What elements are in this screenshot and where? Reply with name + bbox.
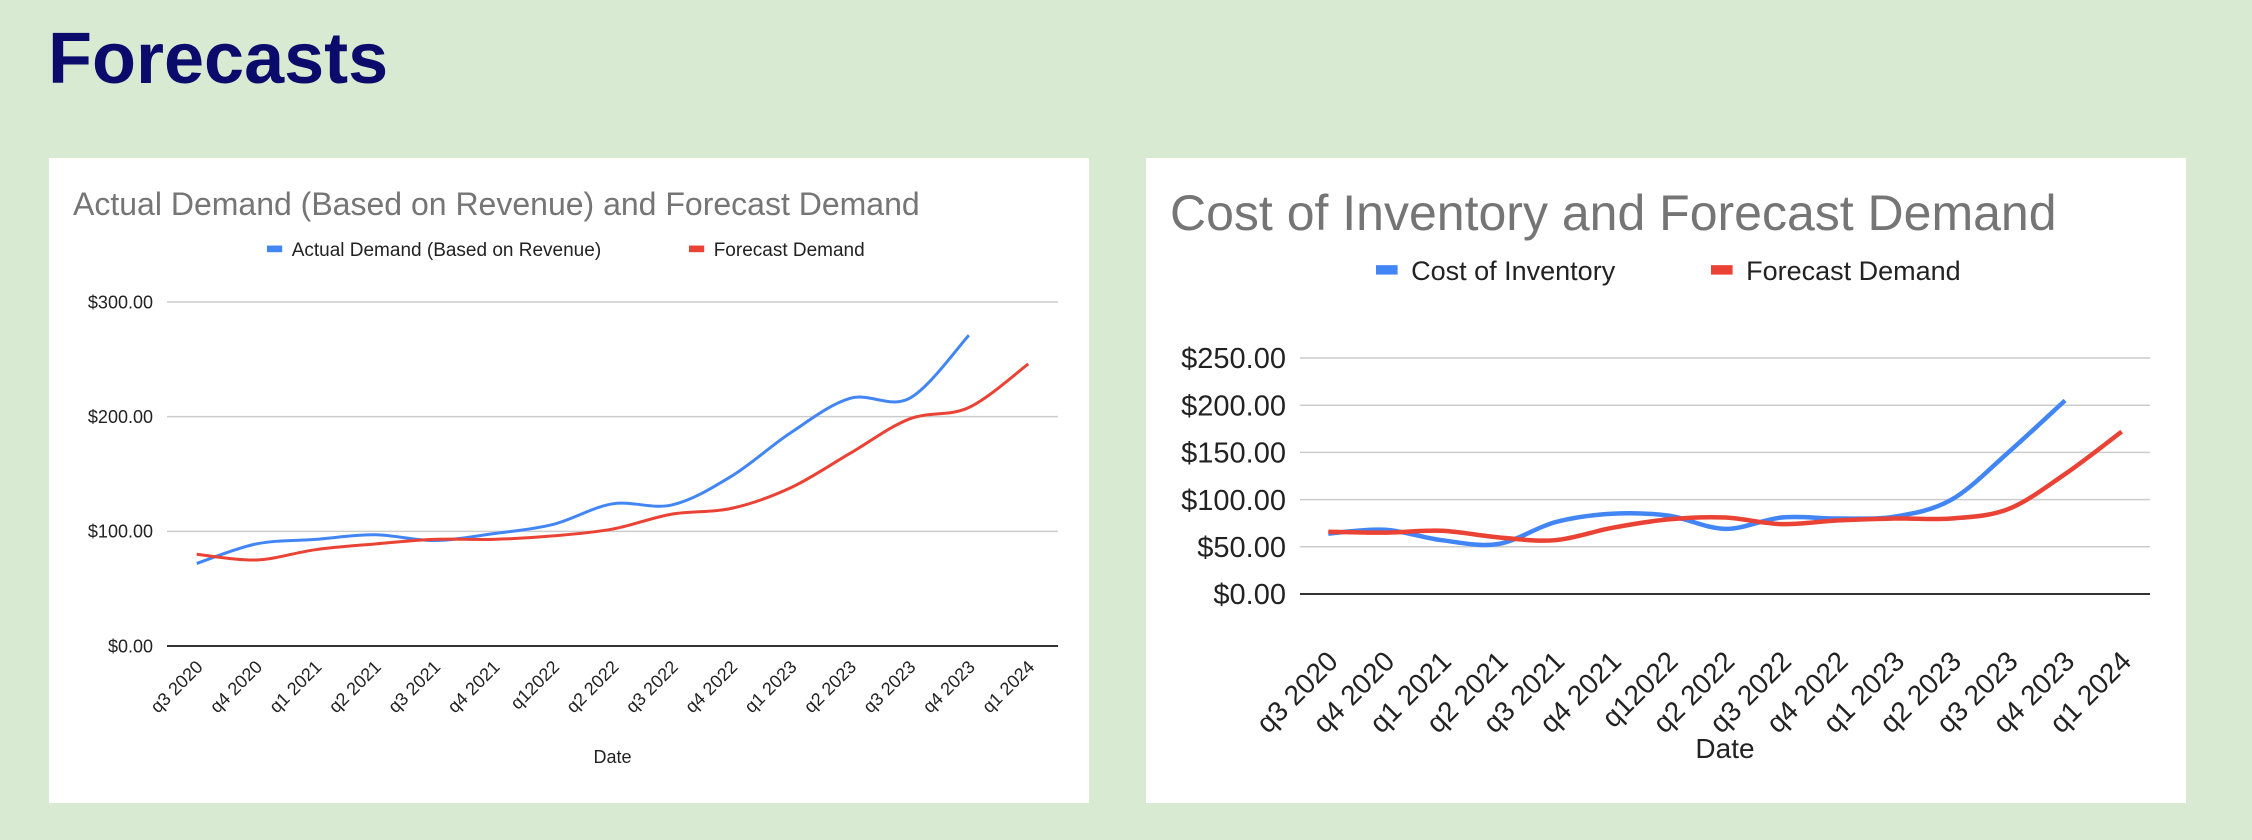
series-line	[1328, 398, 2067, 548]
x-tick-label: q12022	[507, 657, 564, 714]
y-tick-label: $100.00	[1181, 485, 1286, 517]
y-tick-label: $250.00	[1181, 343, 1286, 375]
legend-swatch	[1376, 265, 1398, 275]
series-line	[1328, 429, 2124, 543]
legend-swatch	[689, 245, 705, 253]
x-tick-label: q4 2022	[681, 657, 741, 717]
series-line	[196, 362, 1030, 562]
chart-svg: Cost of Inventory and Forecast Demand Cos…	[1170, 185, 2150, 764]
legend-label: Forecast Demand	[1746, 256, 1961, 286]
x-tick-label: q3 2020	[147, 657, 207, 717]
legend-swatch	[1711, 265, 1733, 275]
x-tick-label: q3 2022	[622, 657, 682, 717]
y-tick-label: $100.00	[88, 522, 153, 542]
x-tick-label: q1 2023	[741, 657, 801, 717]
chart-svg: Actual Demand (Based on Revenue) and For…	[73, 186, 1058, 767]
y-tick-label: $150.00	[1181, 438, 1286, 470]
chart-inventory-vs-forecast: Cost of Inventory and Forecast Demand Cos…	[1146, 158, 2186, 803]
y-tick-label: $50.00	[1197, 532, 1286, 564]
legend-label: Cost of Inventory	[1411, 256, 1616, 286]
page-title: Forecasts	[48, 19, 389, 99]
x-tick-label: q2 2021	[325, 657, 385, 717]
x-tick-label: q3 2021	[384, 657, 444, 717]
x-tick-label: q4 2021	[444, 657, 504, 717]
x-axis-label: Date	[1695, 733, 1754, 764]
x-tick-label: q2 2023	[800, 657, 860, 717]
y-tick-label: $200.00	[1181, 390, 1286, 422]
legend-label: Forecast Demand	[714, 240, 865, 261]
y-tick-label: $200.00	[88, 407, 153, 427]
y-tick-label: $0.00	[1213, 579, 1286, 611]
x-axis-label: Date	[593, 747, 631, 767]
chart-title: Actual Demand (Based on Revenue) and For…	[73, 186, 920, 222]
x-tick-label: q3 2023	[859, 657, 919, 717]
x-tick-label: q4 2020	[206, 657, 266, 717]
y-tick-label: $300.00	[88, 292, 153, 312]
x-tick-label: q4 2023	[919, 657, 979, 717]
legend-swatch	[267, 245, 283, 253]
chart-title: Cost of Inventory and Forecast Demand	[1170, 185, 2057, 241]
series-line	[196, 334, 970, 565]
legend-label: Actual Demand (Based on Revenue)	[292, 240, 601, 261]
chart-actual-vs-forecast: Actual Demand (Based on Revenue) and For…	[49, 158, 1089, 803]
x-tick-label: q2 2022	[562, 657, 622, 717]
x-tick-label: q1 2021	[265, 657, 325, 717]
y-tick-label: $0.00	[108, 636, 153, 656]
x-tick-label: q1 2024	[978, 657, 1038, 717]
